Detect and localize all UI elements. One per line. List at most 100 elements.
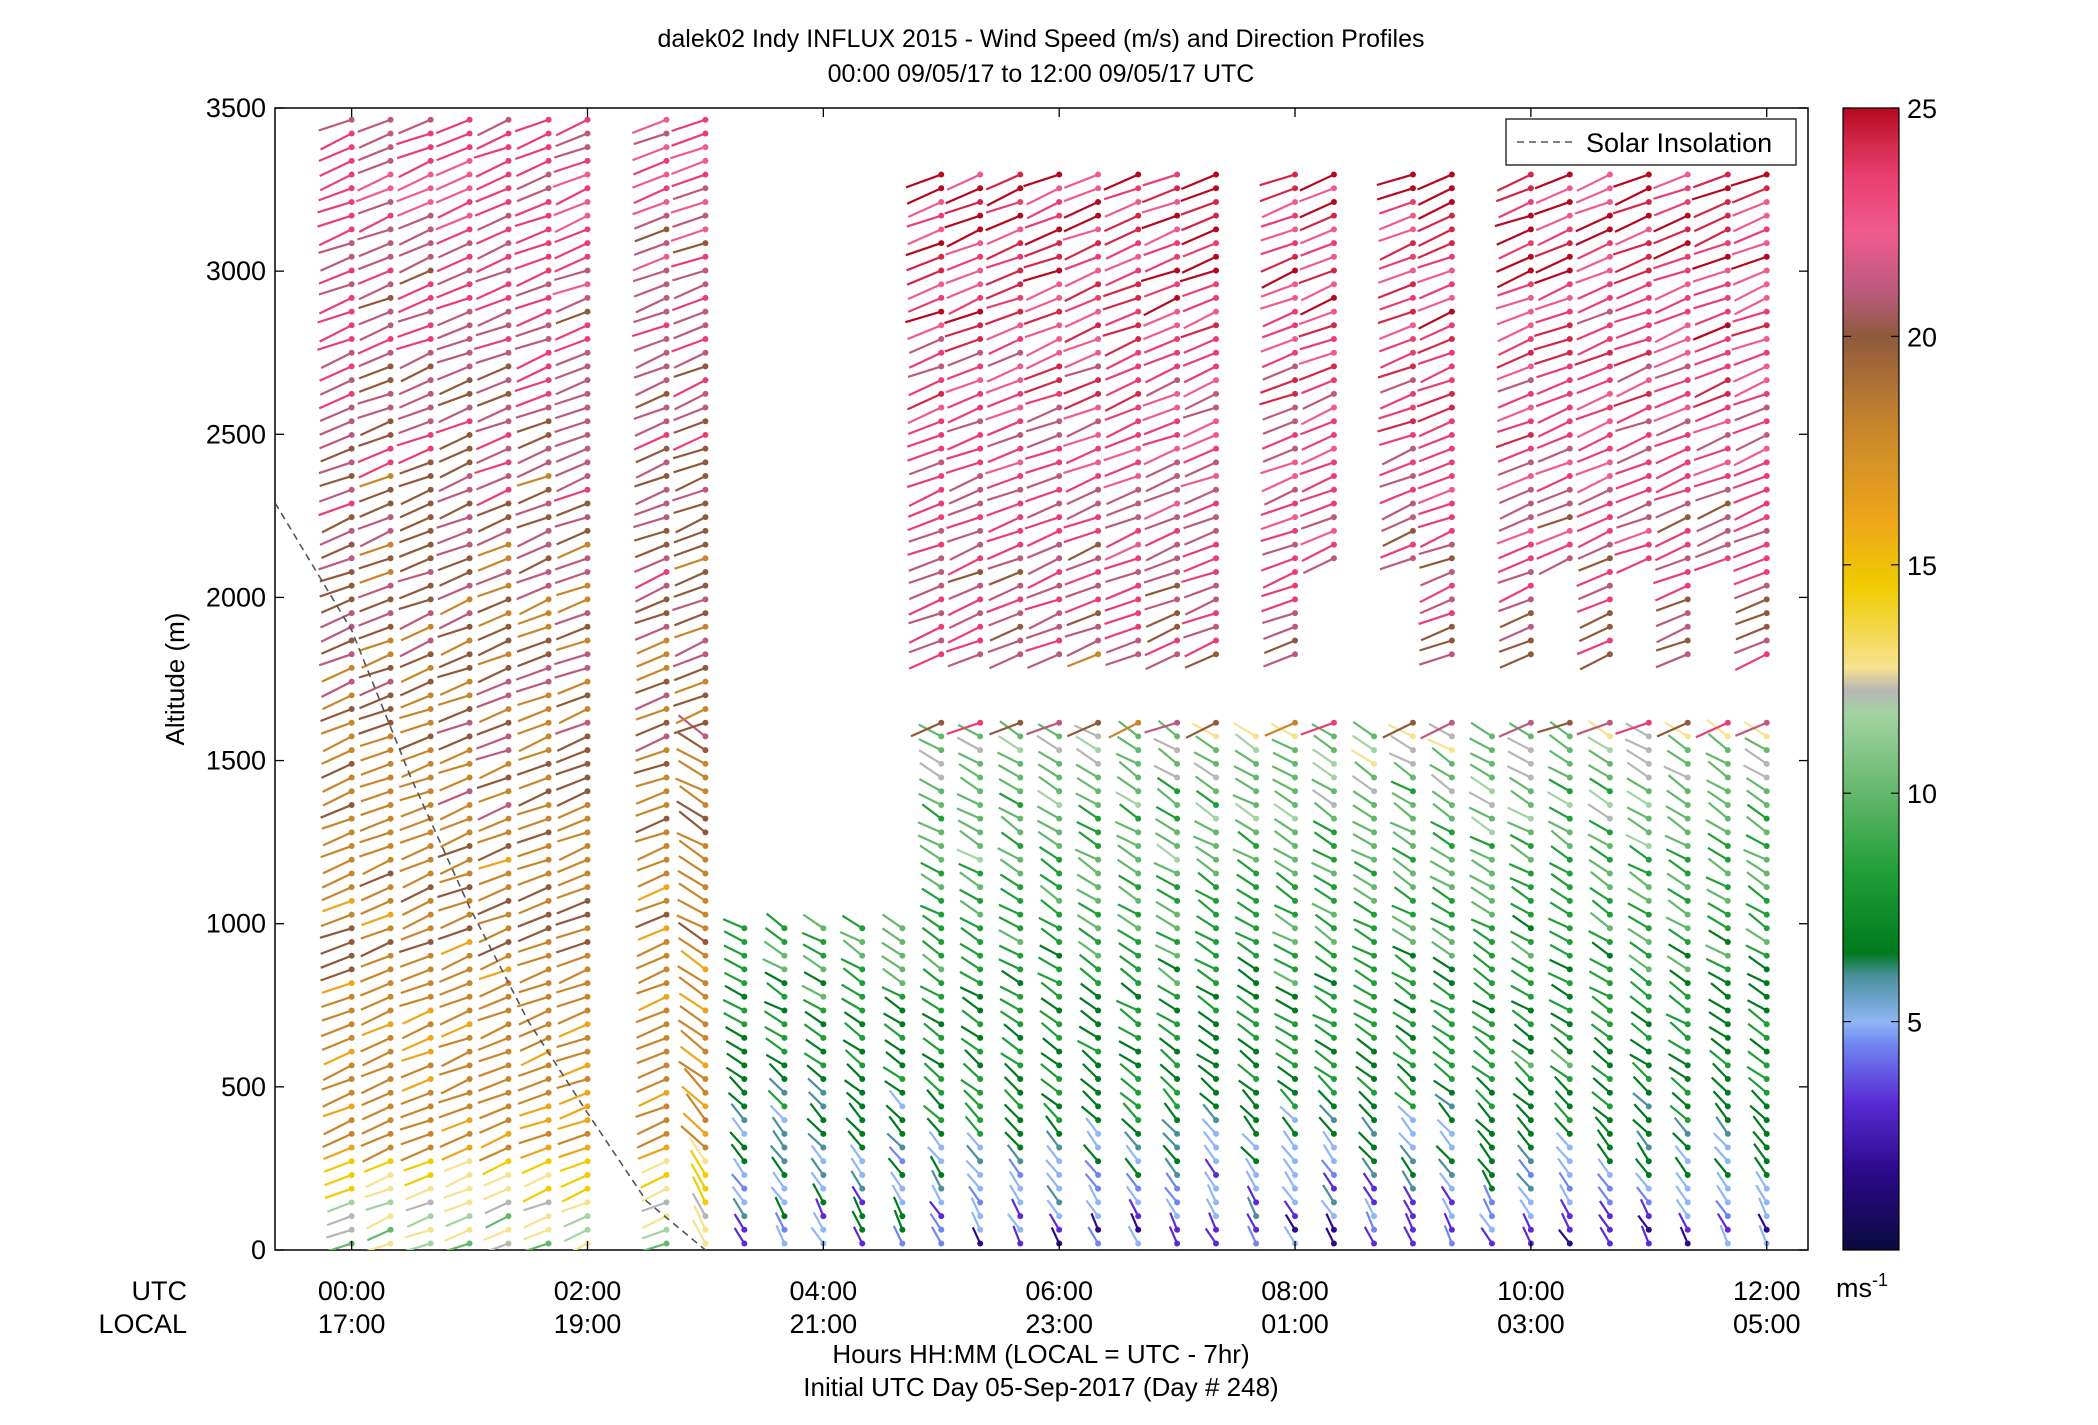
- wind-barb: [1144, 557, 1178, 572]
- wind-barb: [1591, 941, 1611, 957]
- wind-barb: [1470, 900, 1493, 916]
- wind-barb: [1351, 945, 1375, 957]
- wind-barb-point: [1409, 719, 1416, 726]
- wind-barb: [1299, 337, 1335, 351]
- wind-barb-point: [977, 431, 984, 438]
- wind-barb-point: [1292, 1144, 1299, 1151]
- wind-barb: [1155, 914, 1178, 930]
- wind-barb: [1655, 653, 1689, 669]
- wind-barb-point: [1174, 459, 1181, 466]
- wind-barb: [395, 337, 431, 351]
- wind-barb: [1234, 931, 1257, 943]
- wind-barb: [320, 612, 353, 629]
- wind-barb-point: [1292, 870, 1299, 877]
- wind-barb-point: [938, 1007, 945, 1014]
- wind-barb-point: [427, 171, 434, 178]
- wind-barb-point: [741, 1007, 748, 1014]
- wind-barb-point: [781, 1117, 788, 1124]
- wind-barb-point: [1409, 801, 1416, 808]
- wind-barb-point: [427, 788, 434, 795]
- wind-barb: [1145, 475, 1178, 493]
- wind-barb: [517, 858, 549, 871]
- wind-barb-point: [387, 856, 394, 863]
- wind-barb: [321, 886, 353, 902]
- wind-barb: [440, 639, 471, 656]
- wind-barb: [1653, 310, 1689, 325]
- wind-barb-point: [1135, 760, 1142, 767]
- wind-barb-point: [1645, 541, 1652, 548]
- wind-barb: [676, 800, 706, 820]
- wind-barb-point: [1017, 610, 1024, 617]
- wind-barb: [1197, 871, 1217, 889]
- wind-barb-point: [1056, 1130, 1063, 1137]
- wind-barb: [1429, 859, 1453, 875]
- wind-barb-point: [1409, 1062, 1416, 1069]
- wind-barb: [886, 1132, 904, 1149]
- wind-barb-point: [1684, 843, 1691, 850]
- wind-barb-point: [938, 1226, 945, 1233]
- wind-barb: [1026, 529, 1060, 547]
- wind-barb: [518, 1009, 550, 1026]
- wind-barb-point: [545, 322, 552, 329]
- wind-barb-point: [1056, 459, 1063, 466]
- wind-barb-point: [1213, 952, 1220, 959]
- wind-barb-point: [1763, 527, 1770, 534]
- wind-barb-point: [1566, 1048, 1573, 1055]
- wind-barb-point: [1448, 637, 1455, 644]
- wind-barb: [1591, 1091, 1611, 1108]
- wind-barb-point: [466, 226, 473, 233]
- wind-barb: [631, 118, 667, 135]
- wind-barb: [1495, 433, 1532, 449]
- wind-barb-point: [1056, 1062, 1063, 1069]
- wind-barb-point: [545, 692, 552, 699]
- wind-barb: [322, 694, 353, 711]
- wind-barb-point: [702, 1226, 709, 1233]
- wind-barb: [1624, 738, 1650, 752]
- wind-barb: [478, 1146, 509, 1162]
- wind-barb-point: [427, 212, 434, 219]
- wind-barb: [919, 985, 942, 998]
- wind-barb-point: [1292, 843, 1299, 850]
- wind-barb: [323, 1146, 353, 1161]
- wind-barb-point: [1724, 308, 1731, 315]
- wind-barb-point: [1095, 198, 1102, 205]
- wind-barb: [733, 1227, 746, 1245]
- wind-barb: [1758, 1224, 1768, 1244]
- wind-barb: [558, 1091, 588, 1106]
- wind-barb: [634, 571, 668, 590]
- wind-barb-point: [584, 431, 591, 438]
- wind-barb-point: [781, 1034, 788, 1041]
- wind-barb: [1272, 847, 1296, 861]
- wind-barb: [318, 461, 352, 475]
- wind-barb: [322, 790, 353, 807]
- wind-barb: [1469, 835, 1493, 848]
- wind-barb-point: [1213, 870, 1220, 877]
- wind-barb: [1039, 1009, 1060, 1026]
- wind-barb-point: [1448, 719, 1455, 726]
- wind-barb: [1632, 1118, 1650, 1135]
- wind-barb: [677, 898, 706, 916]
- wind-barb-point: [1606, 431, 1613, 438]
- wind-barb: [1597, 1158, 1611, 1176]
- wind-barb: [1281, 1185, 1296, 1204]
- wind-barb: [318, 653, 353, 667]
- y-axis-label: Altitude (m): [160, 613, 190, 746]
- wind-barb-point: [1135, 1158, 1142, 1165]
- wind-barb-point: [505, 555, 512, 562]
- wind-barb-point: [1371, 1185, 1378, 1192]
- wind-barb: [439, 872, 470, 884]
- wind-barb-point: [505, 198, 512, 205]
- wind-barb: [1514, 1060, 1532, 1080]
- wind-barb: [882, 1066, 903, 1080]
- wind-barb-point: [938, 445, 945, 452]
- wind-barb-point: [1292, 1103, 1299, 1110]
- wind-barb: [1193, 762, 1217, 779]
- wind-barb: [842, 939, 863, 957]
- wind-barb-point: [741, 1021, 748, 1028]
- wind-barb-point: [505, 801, 512, 808]
- wind-barb: [1732, 543, 1768, 559]
- wind-barb-point: [427, 198, 434, 205]
- wind-barb: [633, 132, 667, 146]
- wind-barb-point: [741, 1048, 748, 1055]
- wind-barb: [515, 502, 549, 516]
